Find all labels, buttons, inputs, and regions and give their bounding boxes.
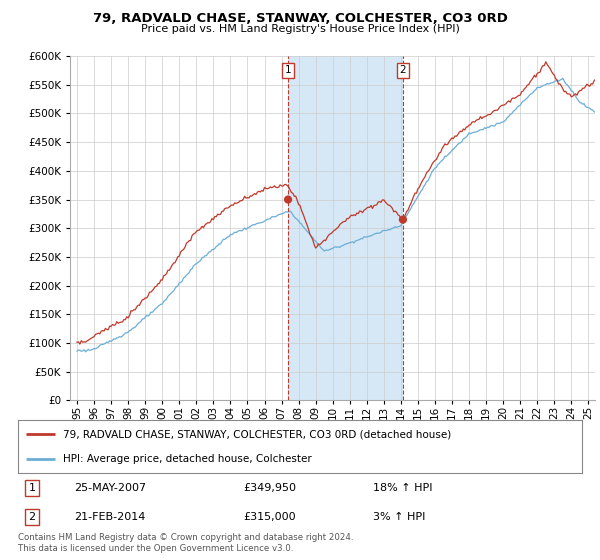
Point: [398, 215, 408, 224]
Text: Price paid vs. HM Land Registry's House Price Index (HPI): Price paid vs. HM Land Registry's House …: [140, 24, 460, 34]
Text: 1: 1: [29, 483, 35, 493]
Text: £315,000: £315,000: [244, 512, 296, 522]
Text: 79, RADVALD CHASE, STANWAY, COLCHESTER, CO3 0RD (detached house): 79, RADVALD CHASE, STANWAY, COLCHESTER, …: [63, 430, 451, 440]
Text: 3% ↑ HPI: 3% ↑ HPI: [373, 512, 425, 522]
Text: 1: 1: [285, 66, 292, 76]
Text: 2: 2: [29, 512, 35, 522]
Point: [283, 195, 293, 204]
Text: 18% ↑ HPI: 18% ↑ HPI: [373, 483, 433, 493]
Text: 2: 2: [400, 66, 406, 76]
Text: 25-MAY-2007: 25-MAY-2007: [74, 483, 146, 493]
Text: Contains HM Land Registry data © Crown copyright and database right 2024.
This d: Contains HM Land Registry data © Crown c…: [18, 533, 353, 553]
Text: HPI: Average price, detached house, Colchester: HPI: Average price, detached house, Colc…: [63, 454, 312, 464]
Text: 79, RADVALD CHASE, STANWAY, COLCHESTER, CO3 0RD: 79, RADVALD CHASE, STANWAY, COLCHESTER, …: [92, 12, 508, 25]
Text: £349,950: £349,950: [244, 483, 296, 493]
Bar: [288, 56, 403, 400]
Text: 21-FEB-2014: 21-FEB-2014: [74, 512, 146, 522]
